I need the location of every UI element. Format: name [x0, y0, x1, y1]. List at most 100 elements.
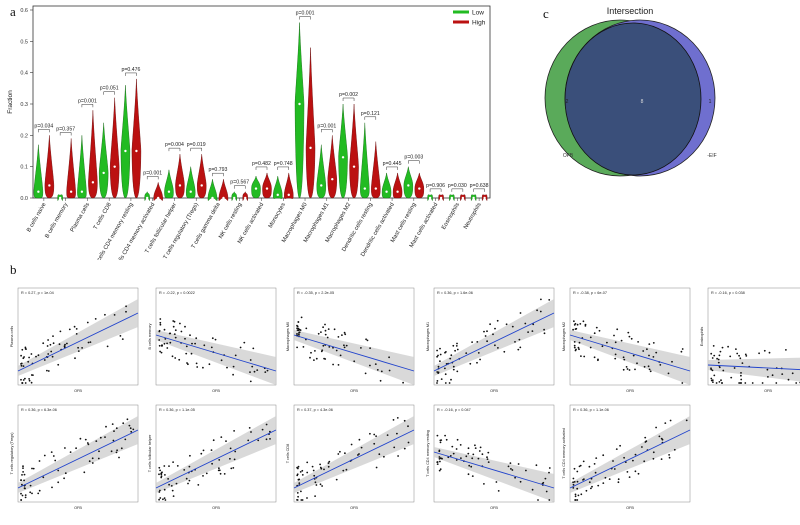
- data-point: [302, 346, 305, 348]
- data-point: [233, 430, 235, 432]
- data-point: [646, 348, 648, 351]
- data-point: [483, 483, 485, 485]
- data-point: [164, 338, 167, 340]
- data-point: [50, 451, 53, 453]
- data-point: [449, 357, 452, 360]
- data-point: [719, 350, 722, 353]
- data-point: [583, 478, 585, 480]
- data-point: [738, 382, 740, 384]
- data-point: [214, 338, 217, 341]
- data-point: [576, 499, 579, 501]
- data-point: [116, 449, 118, 452]
- data-point: [733, 367, 736, 369]
- data-point: [548, 467, 551, 469]
- data-point: [104, 436, 106, 438]
- y-axis-label: Fraction: [7, 90, 14, 114]
- data-point: [265, 438, 268, 441]
- data-point: [576, 323, 579, 326]
- data-point: [503, 350, 506, 353]
- data-point: [22, 471, 24, 473]
- data-point: [249, 371, 251, 373]
- pvalue-bracket-b-cells-naive: [38, 129, 50, 133]
- data-point: [312, 469, 315, 472]
- median-high-macrophages-m1: [331, 178, 334, 181]
- data-point: [795, 382, 798, 384]
- violin-low-b-cells-naive: [33, 144, 44, 199]
- data-point: [188, 479, 191, 482]
- data-point: [507, 465, 510, 468]
- y-axis-label: T cells CD8: [286, 444, 290, 464]
- data-point: [649, 370, 652, 373]
- data-point: [543, 332, 546, 335]
- data-point: [130, 430, 133, 433]
- data-point: [472, 453, 475, 456]
- data-point: [583, 355, 586, 358]
- data-point: [87, 443, 90, 446]
- venn-intersection: [564, 22, 702, 176]
- data-point: [751, 382, 754, 384]
- x-axis-label: OFB: [350, 506, 358, 510]
- data-point: [721, 382, 723, 384]
- x-tick-label-plasma-cells: Plasma cells: [70, 202, 92, 233]
- regression-line: [433, 451, 555, 489]
- median-low-t-cells-cd4-memory-activated: [145, 196, 149, 200]
- data-point: [574, 322, 577, 325]
- data-point: [296, 333, 298, 335]
- correlation-annotation: R = -0.22, p = 0.0022: [159, 291, 195, 295]
- venn-count-only-ofb: 2: [566, 99, 569, 105]
- violin-low-mast-cells-resting: [403, 166, 414, 199]
- data-point: [21, 348, 24, 351]
- data-point: [83, 471, 86, 474]
- median-high-macrophages-m0: [309, 146, 312, 150]
- data-point: [23, 479, 25, 482]
- data-point: [622, 368, 625, 371]
- data-point: [301, 474, 304, 476]
- data-point: [614, 353, 617, 356]
- median-high-mast-cells-activated: [439, 196, 443, 200]
- data-point: [456, 438, 459, 441]
- data-point: [306, 461, 309, 464]
- data-point: [478, 450, 481, 452]
- data-point: [622, 356, 625, 359]
- data-point: [775, 382, 778, 384]
- data-point: [172, 461, 174, 463]
- data-point: [35, 355, 37, 358]
- data-point: [296, 327, 298, 330]
- violin-high-nk-cells-activated: [262, 172, 272, 199]
- data-point: [519, 346, 522, 349]
- pvalue-bracket-dendritic-cells-activated: [386, 166, 398, 170]
- data-point: [166, 347, 169, 349]
- data-point: [95, 440, 98, 442]
- data-point: [497, 490, 500, 492]
- median-high-dendritic-cells-activated: [396, 190, 399, 193]
- data-point: [327, 465, 330, 468]
- median-high-neutrophils: [483, 196, 486, 200]
- data-point: [668, 454, 670, 456]
- data-point: [745, 355, 748, 357]
- data-point: [455, 345, 458, 347]
- data-point: [644, 436, 647, 439]
- data-point: [613, 468, 616, 470]
- data-point: [614, 341, 617, 344]
- data-point: [486, 330, 488, 333]
- data-point: [211, 462, 213, 465]
- data-point: [197, 484, 200, 486]
- data-point: [232, 365, 235, 368]
- median-low-dendritic-cells-activated: [385, 190, 388, 193]
- data-point: [66, 342, 68, 345]
- data-point: [297, 465, 300, 468]
- data-point: [711, 379, 714, 382]
- data-point: [269, 430, 271, 433]
- data-point: [476, 341, 479, 343]
- data-point: [612, 460, 614, 462]
- data-point: [51, 355, 54, 358]
- data-point: [239, 346, 242, 349]
- data-point: [579, 464, 582, 467]
- data-point: [450, 354, 453, 357]
- data-point: [438, 450, 441, 453]
- data-point: [159, 323, 162, 326]
- data-point: [315, 357, 318, 360]
- data-point: [99, 436, 102, 439]
- scatter-points: [572, 419, 688, 501]
- data-point: [388, 356, 390, 359]
